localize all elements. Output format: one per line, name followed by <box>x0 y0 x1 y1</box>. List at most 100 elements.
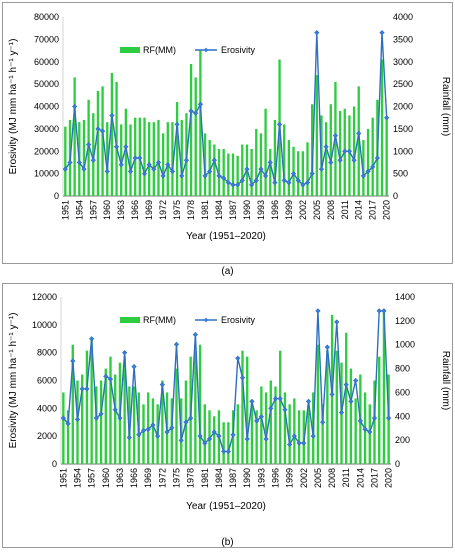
erosivity-point <box>360 173 367 179</box>
legend-rf-label: RF(MM) <box>143 315 176 325</box>
erosivity-point <box>323 144 329 150</box>
x-tick-label: 1984 <box>214 200 224 220</box>
erosivity-point <box>315 308 321 314</box>
erosivity-point <box>202 440 208 446</box>
y-left-tick-label: 70000 <box>34 34 59 44</box>
erosivity-point <box>165 162 171 168</box>
x-tick-label: 1966 <box>130 200 140 220</box>
y-right-tick-label: 1000 <box>395 340 415 350</box>
rainfall-bar <box>315 75 318 196</box>
erosivity-point <box>314 30 320 36</box>
rainfall-bar <box>120 124 123 196</box>
erosivity-point <box>254 418 260 424</box>
rainfall-bar <box>326 350 329 464</box>
erosivity-point <box>309 171 315 177</box>
erosivity-point <box>324 344 330 350</box>
y-left-tick-label: 20000 <box>34 146 59 156</box>
y-right-tick-label: 500 <box>393 169 408 179</box>
chart-b-frame: 0 2000 4000 6000 8000 10000 12000 0 200 400 600 800… <box>2 283 453 548</box>
y-left-tick-label: 50000 <box>34 79 59 89</box>
y-right-tick-label: 1000 <box>393 146 413 156</box>
rainfall-bar <box>199 50 202 196</box>
erosivity-point <box>67 159 73 166</box>
erosivity-point <box>351 157 357 163</box>
erosivity-point <box>98 411 104 417</box>
erosivity-point <box>370 164 376 170</box>
erosivity-point <box>122 350 128 356</box>
x-tick-label: 2008 <box>327 468 337 488</box>
y-left-tick-label: 0 <box>52 459 57 469</box>
y-left-tick-label: 80000 <box>34 12 59 22</box>
x-tick-label: 1969 <box>144 200 154 220</box>
erosivity-point <box>244 166 250 172</box>
y-left-tick-label: 60000 <box>34 57 59 67</box>
chart-a: 0100002000030000400005000060000700008000… <box>8 12 451 242</box>
erosivity-point <box>90 157 96 163</box>
erosivity-point <box>277 395 283 402</box>
rainfall-bar <box>203 133 207 196</box>
x-tick-label: 2002 <box>298 200 308 220</box>
erosivity-point <box>178 437 184 443</box>
erosivity-point <box>107 376 114 382</box>
rainfall-bar <box>171 122 174 196</box>
rainfall-bar <box>329 104 332 196</box>
rainfall-bar <box>352 106 356 196</box>
rainfall-bar <box>152 122 155 196</box>
erosivity-point <box>118 162 124 168</box>
erosivity-point <box>113 144 120 150</box>
erosivity-point <box>123 144 129 150</box>
y-right-tick-label: 0 <box>393 191 398 201</box>
x-tick-label: 1963 <box>115 468 125 488</box>
rainfall-bar <box>104 368 107 464</box>
erosivity-point <box>318 166 325 172</box>
y-left-axis-title: Erosivity (MJ mm ha⁻¹ h⁻¹ y⁻¹) <box>8 313 19 449</box>
rainfall-bar <box>95 386 98 464</box>
erosivity-point <box>183 157 190 163</box>
erosivity-point <box>287 441 293 448</box>
erosivity-point <box>197 433 203 439</box>
erosivity-point <box>132 155 138 161</box>
erosivity-point <box>328 159 334 166</box>
legend-erosivity-marker <box>203 47 209 53</box>
erosivity-point <box>305 398 312 404</box>
erosivity-point <box>249 398 255 404</box>
y-right-tick-label: 2000 <box>393 102 413 112</box>
x-tick-label: 1966 <box>129 468 139 488</box>
erosivity-point <box>258 166 264 172</box>
x-tick-label: 1978 <box>186 468 196 488</box>
y-left-tick-label: 2000 <box>37 431 57 441</box>
erosivity-point <box>267 159 273 166</box>
rainfall-bar <box>310 104 314 196</box>
panel-label-b: (b) <box>221 537 234 548</box>
rainfall-bar <box>255 128 258 196</box>
erosivity-point <box>62 166 68 172</box>
rainfall-bar <box>189 63 193 196</box>
erosivity-point <box>225 448 231 455</box>
erosivity-point <box>253 177 259 183</box>
x-tick-label: 2002 <box>299 468 309 488</box>
rainfall-bar <box>101 86 104 196</box>
y-right-tick-label: 200 <box>395 435 410 445</box>
rainfall-bar <box>115 81 118 196</box>
erosivity-point <box>211 157 217 163</box>
erosivity-point <box>207 168 213 175</box>
erosivity-point <box>258 414 264 420</box>
rainfall-bar <box>335 350 338 464</box>
rainfall-bar <box>316 344 320 464</box>
y-left-tick-label: 6000 <box>37 376 57 386</box>
rainfall-bar <box>380 59 384 197</box>
erosivity-point <box>93 415 99 421</box>
y-left-axis-title: Erosivity (MJ mm ha⁻¹ h⁻¹ y⁻¹) <box>8 39 19 175</box>
x-axis-title: Year (1951–2020) <box>186 501 266 512</box>
rainfall-bar <box>64 126 67 196</box>
erosivity-point <box>146 162 152 168</box>
erosivity-point <box>183 419 189 425</box>
rainfall-bar <box>269 149 272 196</box>
rainfall-bar <box>324 122 328 196</box>
erosivity-point <box>379 30 385 36</box>
erosivity-point <box>151 166 157 172</box>
x-tick-label: 1996 <box>271 468 281 488</box>
erosivity-point <box>150 422 156 428</box>
rainfall-bar <box>264 392 268 464</box>
erosivity-point <box>374 155 380 161</box>
